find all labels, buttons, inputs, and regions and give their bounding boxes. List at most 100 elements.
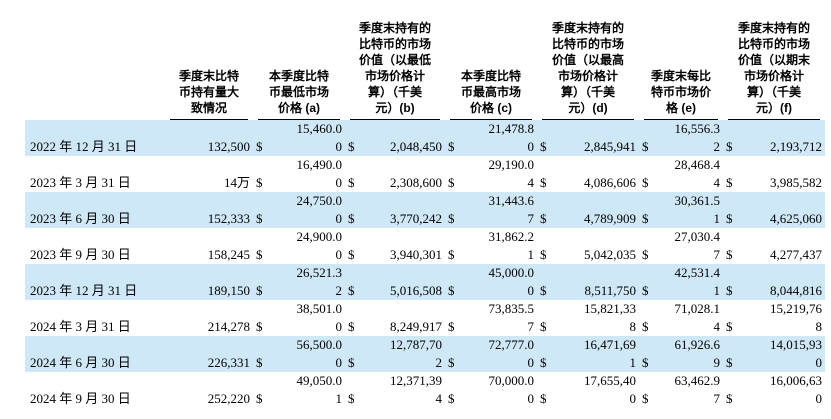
cell-e-value: 4 bbox=[713, 175, 721, 190]
row-holdings: 189,150 bbox=[165, 264, 253, 300]
column-header-holdings: 季度末比特 币持有量大 致情况 bbox=[165, 0, 253, 120]
cell-f-wrapped-digits bbox=[726, 192, 822, 210]
cell-a-wrapped-digits: 56,500.0 bbox=[296, 337, 343, 352]
cell-b-wrapped-digits bbox=[348, 300, 442, 318]
row-date: 2024 年 3 月 31 日 bbox=[25, 300, 165, 336]
cell-f-value: 4,625,060 bbox=[770, 211, 822, 226]
currency-symbol: $ bbox=[448, 283, 455, 298]
cell-e: 16,556.3 $2 bbox=[639, 120, 723, 156]
column-header-label: 季度末每比 特币市场价格 (e) bbox=[644, 68, 718, 120]
cell-b-wrapped-digits bbox=[348, 228, 442, 246]
currency-symbol: $ bbox=[348, 391, 355, 406]
cell-c-wrapped-digits: 31,443.6 bbox=[488, 193, 535, 208]
cell-e-value: 4 bbox=[713, 319, 721, 334]
cell-a: 49,050.0 $1 bbox=[253, 372, 345, 408]
cell-f-value: 8 bbox=[815, 319, 823, 334]
row-date-value: 2024 年 6 月 30 日 bbox=[30, 355, 131, 370]
currency-symbol: $ bbox=[448, 175, 455, 190]
cell-a-value: 0 bbox=[335, 139, 343, 154]
cell-c: 73,835.5 $7 bbox=[445, 300, 537, 336]
column-header-label: 季度末持有的 比特币的市场 价值（以期末 市场价格计 算）（千美 元）(f) bbox=[728, 20, 820, 120]
currency-symbol: $ bbox=[642, 355, 649, 370]
cell-a-value: 2 bbox=[335, 283, 343, 298]
currency-symbol: $ bbox=[256, 139, 263, 154]
column-header-label: 季度末持有的 比特币的市场 价值（以最低 市场价格计 算）（千美 元）(b) bbox=[350, 20, 440, 120]
row-holdings: 132,500 bbox=[165, 120, 253, 156]
currency-symbol: $ bbox=[348, 247, 355, 262]
currency-symbol: $ bbox=[448, 391, 455, 406]
cell-f: 15,219,76 $8 bbox=[723, 300, 825, 336]
currency-symbol: $ bbox=[256, 211, 263, 226]
cell-b-wrapped-digits bbox=[348, 264, 442, 282]
row-holdings: 226,331 bbox=[165, 336, 253, 372]
cell-a: 24,900.0 $0 bbox=[253, 228, 345, 264]
currency-symbol: $ bbox=[540, 355, 547, 370]
cell-e-wrapped-digits: 71,028.1 bbox=[674, 301, 721, 316]
cell-c-wrapped-digits: 70,000.0 bbox=[488, 373, 535, 388]
cell-a-wrapped-digits: 24,900.0 bbox=[296, 229, 343, 244]
currency-symbol: $ bbox=[256, 391, 263, 406]
currency-symbol: $ bbox=[642, 175, 649, 190]
row-date: 2024 年 9 月 30 日 bbox=[25, 372, 165, 408]
row-holdings-value: 226,331 bbox=[207, 355, 250, 370]
cell-b-value: 5,016,508 bbox=[390, 283, 442, 298]
table-row: 2023 年 3 月 31 日 14万 16,490.0 $0 $2,308,600 29… bbox=[25, 156, 825, 192]
cell-d-wrapped-digits bbox=[540, 156, 636, 174]
cell-c: 31,443.6 $7 bbox=[445, 192, 537, 228]
currency-symbol: $ bbox=[448, 355, 455, 370]
currency-symbol: $ bbox=[348, 319, 355, 334]
cell-e-wrapped-digits: 28,468.4 bbox=[674, 157, 721, 172]
row-date-value: 2024 年 3 月 31 日 bbox=[30, 319, 131, 334]
cell-e-wrapped-digits: 16,556.3 bbox=[674, 121, 721, 136]
cell-a-value: 0 bbox=[335, 319, 343, 334]
cell-e-value: 2 bbox=[713, 139, 721, 154]
currency-symbol: $ bbox=[726, 139, 733, 154]
cell-c-wrapped-digits: 31,862.2 bbox=[488, 229, 535, 244]
cell-f: $4,277,437 bbox=[723, 228, 825, 264]
cell-b-value: 2,048,450 bbox=[390, 139, 442, 154]
currency-symbol: $ bbox=[642, 247, 649, 262]
cell-d: 15,821,33 $8 bbox=[537, 300, 639, 336]
cell-f-value: 0 bbox=[815, 391, 823, 406]
currency-symbol: $ bbox=[256, 283, 263, 298]
cell-d-value: 5,042,035 bbox=[584, 247, 636, 262]
cell-f: $8,044,816 bbox=[723, 264, 825, 300]
column-header-f: 季度末持有的 比特币的市场 价值（以期末 市场价格计 算）（千美 元）(f) bbox=[723, 0, 825, 120]
row-holdings-value: 132,500 bbox=[207, 139, 250, 154]
row-holdings: 152,333 bbox=[165, 192, 253, 228]
cell-b-value: 2,308,600 bbox=[390, 175, 442, 190]
row-date: 2023 年 9 月 30 日 bbox=[25, 228, 165, 264]
cell-a: 26,521.3 $2 bbox=[253, 264, 345, 300]
cell-e: 30,361.5 $1 bbox=[639, 192, 723, 228]
table-row: 2023 年 12 月 31 日 189,150 26,521.3 $2 $5,016,… bbox=[25, 264, 825, 300]
column-header-label: 季度末持有的 比特币的市场 价值（以最高 市场价格计 算）（千美 元）(d) bbox=[542, 20, 634, 120]
cell-b: 12,371,39 $4 bbox=[345, 372, 445, 408]
currency-symbol: $ bbox=[540, 391, 547, 406]
column-header-date bbox=[25, 0, 165, 120]
cell-c: 45,000.0 $0 bbox=[445, 264, 537, 300]
cell-a-wrapped-digits: 26,521.3 bbox=[296, 265, 343, 280]
cell-b-wrapped-digits: 12,371,39 bbox=[390, 373, 442, 388]
table-row: 2024 年 3 月 31 日 214,278 38,501.0 $0 $8,249,9… bbox=[25, 300, 825, 336]
cell-d: 17,655,40 $0 bbox=[537, 372, 639, 408]
cell-c-wrapped-digits: 29,190.0 bbox=[488, 157, 535, 172]
cell-a-value: 0 bbox=[335, 247, 343, 262]
cell-a-wrapped-digits: 16,490.0 bbox=[296, 157, 343, 172]
row-holdings: 214,278 bbox=[165, 300, 253, 336]
cell-a-wrapped-digits: 49,050.0 bbox=[296, 373, 343, 388]
currency-symbol: $ bbox=[726, 283, 733, 298]
cell-f: $3,985,582 bbox=[723, 156, 825, 192]
cell-f: $2,193,712 bbox=[723, 120, 825, 156]
cell-c-value: 0 bbox=[527, 355, 535, 370]
cell-e-value: 1 bbox=[713, 283, 721, 298]
cell-d: 16,471,69 $1 bbox=[537, 336, 639, 372]
currency-symbol: $ bbox=[540, 319, 547, 334]
cell-c: 70,000.0 $0 bbox=[445, 372, 537, 408]
cell-b: $2,048,450 bbox=[345, 120, 445, 156]
cell-d-value: 4,789,909 bbox=[584, 211, 636, 226]
cell-b-value: 8,249,917 bbox=[390, 319, 442, 334]
cell-f-value: 3,985,582 bbox=[770, 175, 822, 190]
cell-c-wrapped-digits: 73,835.5 bbox=[488, 301, 535, 316]
row-holdings: 14万 bbox=[165, 156, 253, 192]
cell-c-value: 7 bbox=[527, 211, 535, 226]
